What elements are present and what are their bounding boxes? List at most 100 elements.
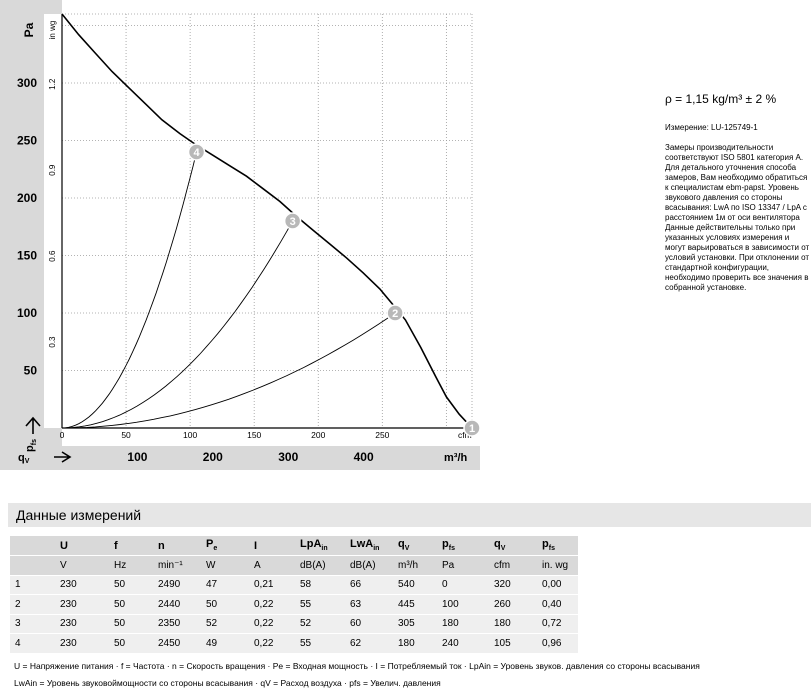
table-cell: 240	[436, 633, 488, 654]
table-cell: 180	[392, 633, 436, 654]
table-row: 4 230 50 2450 49 0,22 55 62 180 240 105 0,96	[10, 633, 578, 654]
header-main: LpA	[300, 538, 322, 551]
table-cell: 180	[436, 614, 488, 634]
header-main: f	[114, 539, 118, 552]
table-cell: 3	[10, 614, 54, 634]
table-cell: 58	[294, 575, 344, 595]
table-cell: 230	[54, 633, 108, 654]
table-row: 3 230 50 2350 52 0,22 52 60 305 180 180 0,72	[10, 614, 578, 634]
table-cell: 0,22	[248, 633, 294, 654]
operating-point	[283, 212, 302, 230]
y-tick-label-pa: 100	[17, 306, 37, 320]
operating-point-label: 1	[469, 423, 475, 435]
legend-line-1: U = Напряжение питания · f = Частота · n…	[14, 661, 700, 671]
y-tick-label-inwg: 0.9	[48, 164, 57, 176]
table-cell: 52	[200, 614, 248, 634]
plot-area	[62, 14, 472, 428]
cfm-axis-strip	[62, 428, 480, 446]
y-unit-inwg: in wg	[48, 21, 57, 40]
header-sub: V	[500, 545, 506, 553]
unit-cell: W	[200, 555, 248, 576]
table-cell: 63	[344, 594, 392, 615]
table-cell: 320	[488, 575, 536, 595]
table-cell: 2450	[152, 633, 200, 654]
operating-point	[386, 304, 404, 322]
header-sub: e	[213, 545, 218, 553]
operating-point-label: 4	[193, 147, 200, 159]
header-sub: V	[404, 545, 410, 553]
header-main: LwA	[350, 538, 374, 551]
header-cell: n	[152, 536, 200, 556]
unit-cell: cfm	[488, 555, 536, 576]
y-tick-label-pa: 50	[24, 364, 38, 378]
table-cell: 60	[344, 614, 392, 634]
table-cell: 540	[392, 575, 436, 595]
x-tick-label-m3h: 100	[127, 450, 147, 464]
operating-point	[463, 419, 480, 437]
table-cell: 0,40	[536, 594, 578, 615]
header-cell: f	[108, 536, 152, 556]
table-cell: 66	[344, 575, 392, 595]
header-cell: Pe	[200, 536, 248, 556]
x-unit-m3h: m³/h	[444, 452, 468, 464]
table-title: Данные измерений	[8, 503, 811, 527]
y-tick-label-pa: 250	[17, 134, 37, 148]
table-cell: 2440	[152, 594, 200, 615]
x-tick-label-cfm: 100	[183, 430, 197, 440]
header-cell: qV	[488, 536, 536, 556]
table-cell: 0	[436, 575, 488, 595]
fan-curve	[61, 13, 473, 429]
unit-cell: m³/h	[392, 555, 436, 576]
x-tick-label-cfm: 150	[247, 430, 261, 440]
x-axis-label: qV	[18, 452, 30, 465]
x-axis-band	[0, 446, 480, 470]
table-cell: 50	[108, 594, 152, 615]
header-cell: qV	[392, 536, 436, 556]
table-cell: 230	[54, 594, 108, 615]
table-cell: 105	[488, 633, 536, 654]
y-tick-label-inwg: 0.3	[48, 336, 57, 348]
y-tick-label-pa: 150	[17, 249, 37, 263]
table-cell: 50	[108, 633, 152, 654]
table-cell: 55	[294, 633, 344, 654]
unit-cell: Pa	[436, 555, 488, 576]
unit-cell	[10, 555, 54, 576]
operating-point-label: 3	[290, 216, 296, 228]
y-tick-label-inwg: 0.6	[48, 250, 57, 262]
legend-line-2: LwAin = Уровень звуковоймощности со стор…	[14, 678, 441, 688]
header-cell: pfs	[536, 536, 578, 556]
table-cell: 445	[392, 594, 436, 615]
header-sub: fs	[548, 545, 555, 553]
table-cell: 49	[200, 633, 248, 654]
header-main: q	[398, 538, 405, 551]
table-cell: 260	[488, 594, 536, 615]
table-cell: 305	[392, 614, 436, 634]
table-row: 2 230 50 2440 50 0,22 55 63 445 100 260 0,40	[10, 594, 578, 615]
table-cell: 180	[488, 614, 536, 634]
unit-cell: dB(A)	[294, 555, 344, 576]
x-tick-label-cfm: 250	[375, 430, 389, 440]
table-cell: 0,72	[536, 614, 578, 634]
unit-cell: V	[54, 555, 108, 576]
operating-point-label: 2	[392, 308, 398, 320]
unit-cell: min⁻¹	[152, 555, 200, 576]
table-cell: 2490	[152, 575, 200, 595]
table-row: 1 230 50 2490 47 0,21 58 66 540 0 320 0,00	[10, 575, 578, 595]
header-main: n	[158, 539, 165, 552]
table-cell: 55	[294, 594, 344, 615]
table-cell: 2	[10, 594, 54, 615]
table-cell: 0,00	[536, 575, 578, 595]
unit-cell: A	[248, 555, 294, 576]
header-cell: LwAin	[344, 536, 392, 556]
measurement-description: Замеры производительности соответствуют …	[665, 143, 810, 292]
header-main: q	[494, 538, 501, 551]
header-cell	[10, 536, 54, 556]
inwg-axis-strip	[44, 14, 62, 428]
x-unit-cfm: cfm	[458, 430, 472, 440]
table-cell: 0,22	[248, 614, 294, 634]
x-axis-arrow	[54, 451, 72, 463]
header-cell: LpAin	[294, 536, 344, 556]
header-main: p	[542, 538, 549, 551]
